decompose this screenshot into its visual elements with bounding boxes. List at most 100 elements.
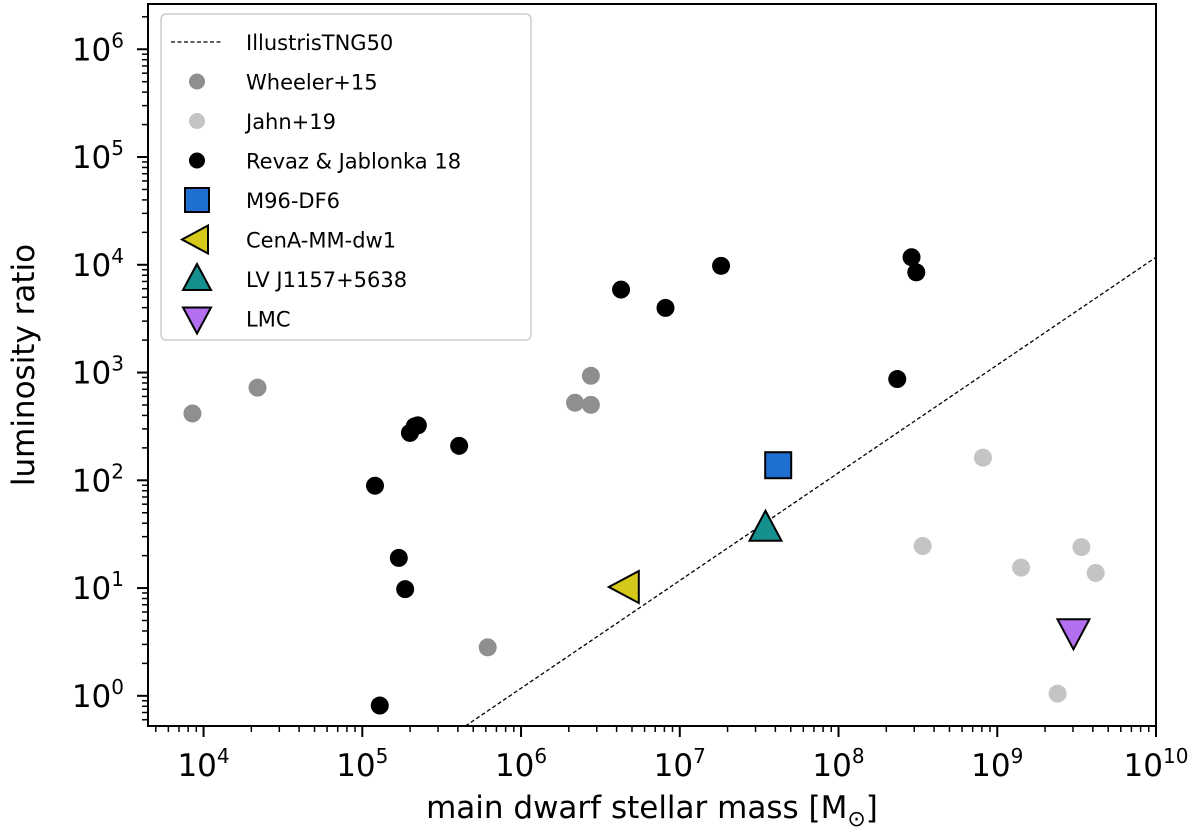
revaz-jablonka-18-point <box>907 263 926 282</box>
y-tick-label: 104 <box>72 244 124 284</box>
y-tick-exponent: 3 <box>111 352 124 376</box>
revaz-jablonka-18-point <box>656 298 675 317</box>
x-tick-exponent: 5 <box>376 744 389 768</box>
y-tick-base: 10 <box>72 32 111 68</box>
jahn-19-point <box>1048 684 1067 703</box>
y-tick-label: 100 <box>72 675 124 715</box>
y-tick-label: 105 <box>72 136 124 176</box>
revaz-jablonka-18-point <box>370 696 389 715</box>
legend-frame <box>160 13 532 341</box>
series-lv-j1157-5638 <box>747 508 784 542</box>
x-tick-base: 10 <box>495 748 534 784</box>
revaz-jablonka-18-point <box>389 548 408 567</box>
series-wheeler-15 <box>183 366 600 657</box>
y-tick-base: 10 <box>72 356 111 392</box>
legend-marker-lv-j1157-5638 <box>181 261 213 291</box>
wheeler-15-point <box>566 393 585 412</box>
x-tick-label: 105 <box>336 744 388 784</box>
y-tick-exponent: 2 <box>111 459 124 483</box>
legend-marker-lmc <box>181 306 213 336</box>
x-axis-title-subscript: ⊙ <box>847 807 865 832</box>
wheeler-15-point <box>581 366 600 385</box>
revaz-jablonka-18-point <box>612 280 631 299</box>
x-tick-base: 10 <box>971 748 1010 784</box>
y-tick-base: 10 <box>72 248 111 284</box>
legend-label-wheeler-15: Wheeler+15 <box>246 71 378 95</box>
legend-label-jahn-19: Jahn+19 <box>244 110 336 134</box>
legend-marker-wheeler-15 <box>189 73 205 90</box>
legend-marker-cena-mm-dw1 <box>179 223 209 256</box>
series-jahn-19 <box>913 448 1105 703</box>
jahn-19-point <box>973 448 992 467</box>
tick-layer: 104 105 106 107 108 109 1010100101102103104105… <box>72 16 1189 784</box>
jahn-19-point <box>1012 558 1031 577</box>
legend: IllustrisTNG50 Wheeler+15 Jahn+19 Revaz & J… <box>160 13 532 341</box>
legend-marker-m96-df6 <box>184 187 210 213</box>
legend-label-lmc: LMC <box>246 308 290 332</box>
x-tick-label: 106 <box>495 744 547 784</box>
legend-marker-jahn-19 <box>189 113 205 129</box>
x-tick-base: 10 <box>1124 748 1163 784</box>
revaz-jablonka-18-point <box>712 256 731 275</box>
x-tick-label: 107 <box>654 744 706 784</box>
series-lmc <box>1055 618 1092 652</box>
series-revaz-jablonka-18 <box>365 248 926 715</box>
lv-j1157-5638-point <box>747 508 784 542</box>
revaz-jablonka-18-point <box>888 370 907 389</box>
y-axis-title: luminosity ratio <box>6 244 42 486</box>
revaz-jablonka-18-point <box>902 248 921 267</box>
x-tick-exponent: 10 <box>1163 744 1188 768</box>
y-tick-label: 102 <box>72 459 124 499</box>
series-illustristng50 <box>465 256 1157 727</box>
x-axis-title-main: main dwarf stellar mass [M <box>426 790 847 826</box>
y-tick-base: 10 <box>72 463 111 499</box>
y-tick-exponent: 6 <box>111 28 124 52</box>
m96-df6-point <box>764 451 793 480</box>
legend-marker-revaz-jablonka-18 <box>189 152 205 169</box>
x-tick-exponent: 4 <box>217 744 230 768</box>
legend-label-m96-df6: M96-DF6 <box>246 189 340 213</box>
x-tick-base: 10 <box>177 748 216 784</box>
cena-mm-dw1-point <box>606 569 640 605</box>
revaz-jablonka-18-point <box>408 416 427 435</box>
wheeler-15-point <box>183 404 202 423</box>
x-axis-title: main dwarf stellar mass [M⊙] <box>426 790 878 832</box>
x-axis-title-close: ] <box>866 790 878 826</box>
y-tick-exponent: 4 <box>111 244 124 268</box>
revaz-jablonka-18-point <box>450 436 469 455</box>
x-tick-exponent: 9 <box>1011 744 1024 768</box>
revaz-jablonka-18-point <box>396 580 415 599</box>
x-tick-base: 10 <box>812 748 851 784</box>
lmc-point <box>1055 618 1092 652</box>
x-tick-label: 1010 <box>1124 744 1189 784</box>
y-tick-base: 10 <box>72 679 111 715</box>
wheeler-15-point <box>478 638 497 657</box>
y-tick-base: 10 <box>72 571 111 607</box>
x-tick-base: 10 <box>654 748 693 784</box>
x-tick-base: 10 <box>336 748 375 784</box>
x-tick-exponent: 8 <box>852 744 865 768</box>
y-tick-exponent: 0 <box>111 675 124 699</box>
y-tick-label: 101 <box>72 567 124 607</box>
y-tick-base: 10 <box>72 140 111 176</box>
wheeler-15-point <box>248 378 267 397</box>
x-tick-label: 109 <box>971 744 1023 784</box>
revaz-jablonka-18-point <box>365 476 384 495</box>
illustris-tng50-line <box>465 256 1157 727</box>
plot-frame <box>147 3 1157 727</box>
legend-label-lv-j1157-5638: LV J1157+5638 <box>246 268 407 292</box>
y-tick-label: 106 <box>72 28 124 68</box>
x-tick-label: 108 <box>812 744 864 784</box>
y-tick-label: 103 <box>72 352 124 392</box>
jahn-19-point <box>913 537 932 556</box>
x-tick-label: 104 <box>177 744 229 784</box>
y-tick-exponent: 5 <box>111 136 124 160</box>
x-tick-exponent: 7 <box>693 744 706 768</box>
legend-label-revaz-jablonka-18: Revaz & Jablonka 18 <box>246 150 461 174</box>
wheeler-15-point <box>581 395 600 414</box>
x-tick-exponent: 6 <box>534 744 547 768</box>
series-m96-df6 <box>764 451 793 480</box>
jahn-19-point <box>1086 563 1105 582</box>
data-layer <box>183 248 1157 727</box>
